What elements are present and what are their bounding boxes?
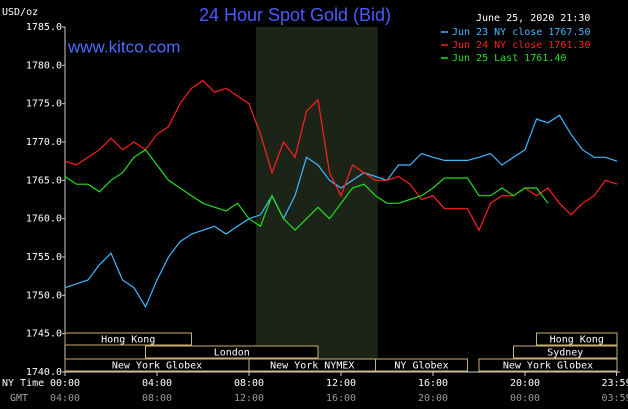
x2-tick-label: 00:00 [510, 393, 540, 404]
watermark: www.kitco.com [67, 37, 180, 56]
session-label: New York Globex [112, 361, 202, 372]
y-tick-label: 1775.0 [26, 99, 62, 110]
x-tick-label: 16:00 [418, 378, 448, 389]
session-box [375, 358, 468, 372]
session-label: Sydney [547, 348, 583, 359]
chart-title: 24 Hour Spot Gold (Bid) [199, 5, 391, 25]
y-axis-unit: USD/oz [2, 7, 38, 18]
timestamp: June 25, 2020 21:30 [476, 13, 590, 24]
session-label: Hong Kong [101, 335, 155, 346]
y-tick-label: 1745.0 [26, 329, 62, 340]
session-box [536, 332, 618, 346]
session-box [478, 358, 618, 372]
session-box [64, 332, 192, 346]
y-tick-label: 1750.0 [26, 290, 62, 301]
x-tick-label: 20:00 [510, 378, 540, 389]
y-tick-label: 1755.0 [26, 252, 62, 263]
legend-entry: Jun 25 Last 1761.40 [452, 53, 566, 64]
price-line [64, 114, 618, 309]
x-tick-label: 08:00 [234, 378, 264, 389]
x2-tick-label: 04:00 [50, 393, 80, 404]
x-tick-label: 04:00 [142, 378, 172, 389]
x-tick-label: 23:59 [601, 378, 628, 389]
x-tick-label: 12:00 [326, 378, 356, 389]
session-box [145, 345, 319, 359]
x2-tick-label: 16:00 [326, 393, 356, 404]
session-label: New York NYMEX [270, 361, 354, 372]
legend-entry: Jun 24 NY close 1761.30 [452, 40, 590, 51]
session-label: NY Globex [394, 361, 448, 372]
y-tick-label: 1785.0 [26, 22, 62, 33]
session-box [513, 345, 618, 359]
y-tick-label: 1740.0 [26, 367, 62, 378]
legend-entry: Jun 23 NY close 1767.50 [452, 27, 590, 38]
session-label: New York Globex [503, 361, 593, 372]
x-axis-label: NY Time [2, 378, 44, 389]
y-tick-label: 1765.0 [26, 175, 62, 186]
x2-tick-label: 20:00 [418, 393, 448, 404]
x2-tick-label: 08:00 [142, 393, 172, 404]
session-label: Hong Kong [550, 335, 604, 346]
y-tick-label: 1770.0 [26, 137, 62, 148]
price-line [64, 148, 549, 232]
x2-tick-label: 12:00 [234, 393, 264, 404]
highlight-band [255, 27, 378, 372]
y-tick-label: 1760.0 [26, 214, 62, 225]
x2-axis-label: GMT [10, 393, 28, 404]
session-label: London [214, 348, 250, 359]
x2-tick-label: 03:59 [601, 393, 628, 404]
x-tick-label: 00:00 [50, 378, 80, 389]
y-tick-label: 1780.0 [26, 60, 62, 71]
